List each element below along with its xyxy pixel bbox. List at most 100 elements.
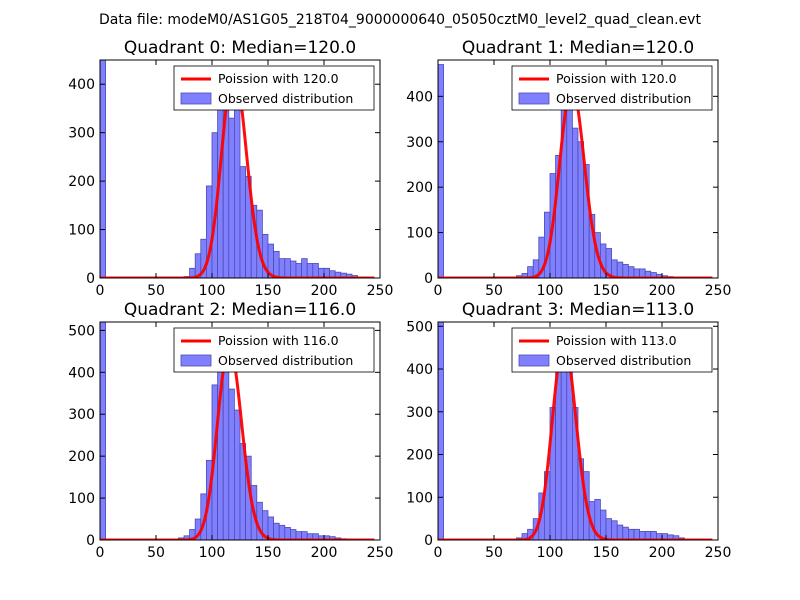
- histogram-bar: [622, 263, 629, 278]
- y-tick-label: 300: [68, 407, 95, 423]
- y-tick-label: 0: [86, 271, 95, 287]
- histogram-bar: [295, 263, 302, 278]
- histogram-bar: [100, 60, 106, 278]
- y-tick-label: 400: [68, 77, 95, 93]
- histogram-bar: [284, 258, 291, 278]
- x-tick-label: 200: [311, 283, 338, 299]
- legend-label-poisson: Poission with 116.0: [218, 333, 339, 348]
- legend-label-observed: Observed distribution: [556, 353, 691, 368]
- axes-frame: [437, 59, 719, 279]
- x-tick-label: 0: [434, 545, 443, 561]
- x-tick-label: 150: [255, 283, 282, 299]
- x-tick-label: 200: [311, 545, 338, 561]
- x-tick-label: 0: [96, 283, 105, 299]
- x-tick-label: 100: [537, 545, 564, 561]
- histogram-bar: [306, 263, 314, 278]
- x-tick-label: 0: [96, 545, 105, 561]
- axes-frame: [99, 59, 381, 279]
- legend-label-observed: Observed distribution: [556, 91, 691, 106]
- histogram-bar: [301, 258, 308, 278]
- histogram-bar: [100, 322, 106, 540]
- y-tick-label: 100: [406, 490, 433, 506]
- legend: Poission with 120.0 Observed distribution: [173, 65, 375, 111]
- y-tick-label: 0: [424, 533, 433, 549]
- x-tick-label: 250: [705, 545, 732, 561]
- histogram-bar: [611, 520, 618, 540]
- y-tick-label: 100: [406, 226, 433, 242]
- quadrant-3-title: Quadrant 3: Median=113.0: [462, 300, 694, 320]
- histogram-bar: [284, 527, 291, 540]
- histogram-bar: [312, 263, 319, 278]
- legend-label-poisson: Poission with 113.0: [556, 333, 677, 348]
- x-tick-label: 150: [593, 545, 620, 561]
- figure-suptitle: Data file: modeM0/AS1G05_218T04_90000006…: [99, 12, 701, 28]
- histogram-bar: [273, 522, 280, 540]
- x-tick-label: 50: [485, 545, 503, 561]
- legend: Poission with 116.0 Observed distribution: [173, 327, 375, 373]
- quadrant-2-panel: 0 50 100 150 200 250 0 100 200 300 400 500 Quadrant …: [68, 300, 393, 561]
- legend-label-observed: Observed distribution: [218, 91, 353, 106]
- y-tick-label: 0: [86, 533, 95, 549]
- axes-frame: [437, 321, 719, 541]
- histogram-bar: [622, 526, 629, 540]
- histogram-bar: [273, 250, 280, 278]
- histogram-bar: [628, 528, 635, 540]
- poisson-curve: [100, 345, 375, 540]
- histogram-bar: [600, 509, 607, 540]
- histogram-bar: [633, 528, 640, 540]
- x-tick-label: 250: [367, 545, 394, 561]
- histogram-bar: [605, 518, 612, 540]
- x-tick-label: 50: [147, 545, 165, 561]
- x-tick-label: 250: [367, 283, 394, 299]
- histogram-bar: [228, 117, 235, 278]
- quadrant-2-title: Quadrant 2: Median=116.0: [124, 300, 356, 320]
- histogram-bar: [278, 258, 286, 278]
- x-tick-label: 50: [485, 283, 503, 299]
- legend: Poission with 120.0 Observed distribution: [511, 65, 713, 111]
- x-tick-label: 200: [649, 283, 676, 299]
- x-tick-label: 250: [705, 283, 732, 299]
- histogram-bar: [267, 516, 274, 540]
- y-tick-label: 100: [68, 223, 95, 239]
- histogram-bar: [566, 86, 573, 278]
- x-tick-label: 0: [434, 283, 443, 299]
- histogram-bar: [577, 141, 584, 278]
- quadrant-panels: 0 50 100 150 200 250 0 100 200 300 400 Quadrant 0: …: [68, 38, 731, 561]
- y-tick-label: 500: [406, 319, 433, 335]
- legend-label-poisson: Poission with 120.0: [556, 71, 677, 86]
- quadrant-0-title: Quadrant 0: Median=120.0: [124, 38, 356, 58]
- histogram-bar: [566, 368, 573, 540]
- quadrant-3-panel: 0 50 100 150 200 250 0 100 200 300 400 500 Quadrant …: [406, 300, 731, 561]
- histogram-bar: [616, 261, 624, 278]
- quadrant-3-plot-area: [438, 322, 713, 540]
- histogram-bar: [239, 166, 246, 278]
- x-tick-label: 100: [199, 283, 226, 299]
- y-tick-label: 200: [406, 180, 433, 196]
- y-tick-label: 400: [406, 89, 433, 105]
- y-tick-label: 400: [68, 365, 95, 381]
- histogram-bar: [278, 524, 286, 540]
- legend-patch-swatch: [518, 92, 550, 105]
- legend-label-observed: Observed distribution: [218, 353, 353, 368]
- histogram-bar: [228, 388, 235, 540]
- y-tick-label: 300: [406, 405, 433, 421]
- legend-patch-swatch: [180, 354, 212, 367]
- quadrant-1-panel: 0 50 100 150 200 250 0 100 200 300 400 Quadrant 1: …: [406, 38, 731, 299]
- histogram-bar: [628, 266, 635, 278]
- legend-patch-swatch: [180, 92, 212, 105]
- axes-frame: [99, 321, 381, 541]
- histogram-bar: [438, 322, 444, 540]
- x-tick-label: 50: [147, 283, 165, 299]
- quadrant-0-panel: 0 50 100 150 200 250 0 100 200 300 400 Quadrant 0: …: [68, 38, 393, 299]
- y-tick-label: 0: [424, 271, 433, 287]
- histogram-bar: [233, 93, 241, 278]
- x-tick-label: 150: [255, 545, 282, 561]
- histogram-bar: [289, 260, 297, 278]
- y-tick-label: 200: [68, 449, 95, 465]
- x-tick-label: 200: [649, 545, 676, 561]
- poisson-curve: [438, 341, 713, 540]
- legend: Poission with 113.0 Observed distribution: [511, 327, 713, 373]
- histogram-bar: [572, 127, 579, 278]
- x-tick-label: 150: [593, 283, 620, 299]
